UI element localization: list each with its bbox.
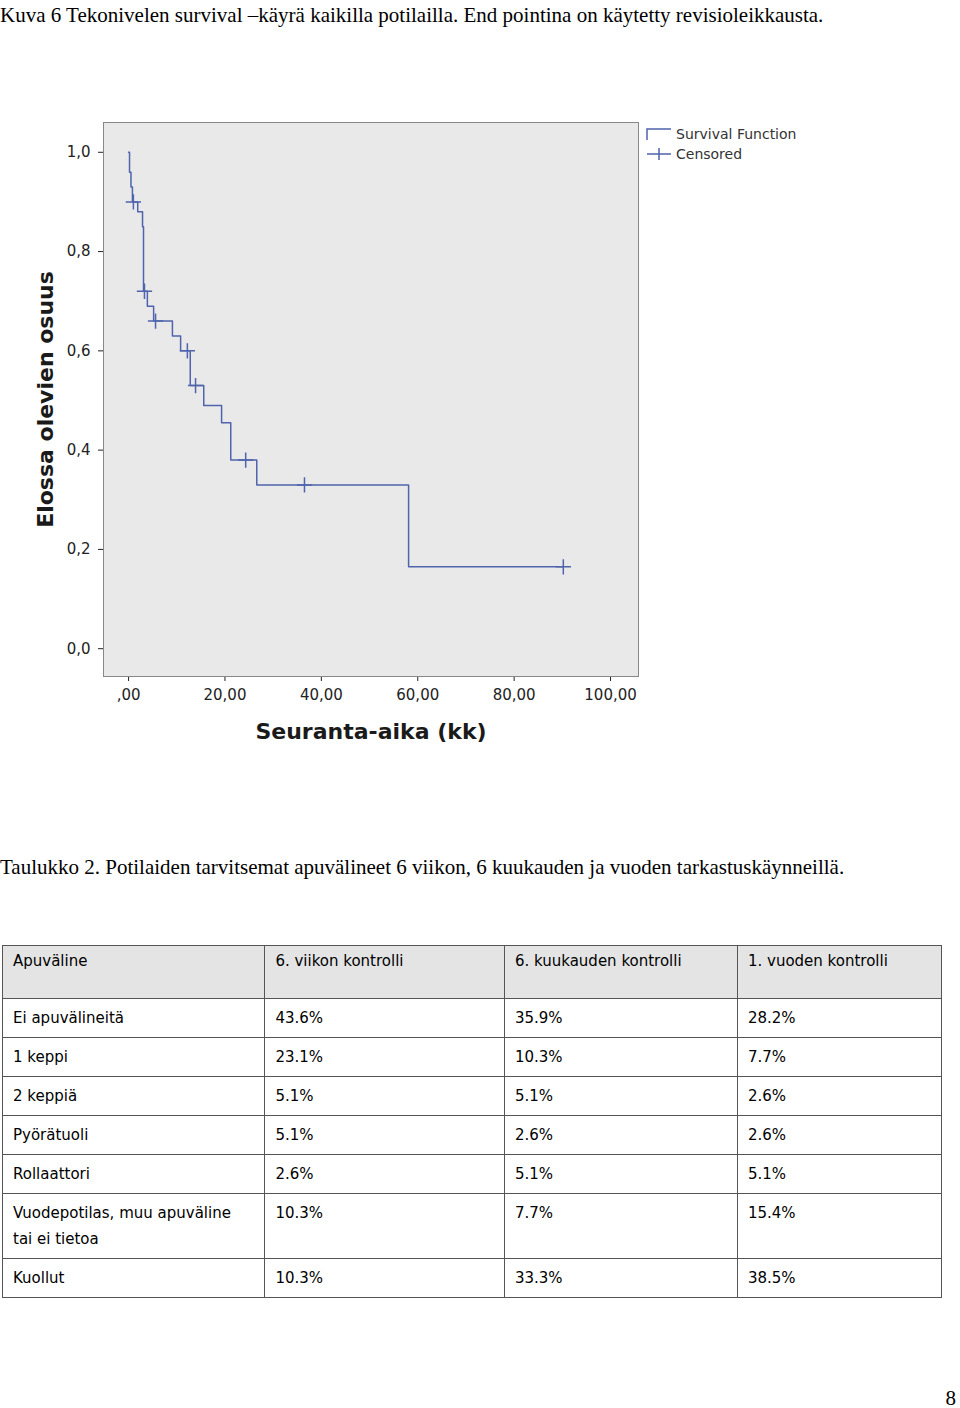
svg-text:0,0: 0,0 <box>67 640 91 658</box>
html-text:5.1%: 5.1% <box>275 1126 314 1144</box>
html-text:15.4%: 15.4% <box>747 1204 796 1222</box>
html-text:6. viikon kontrolli: 6. viikon kontrolli <box>275 952 404 970</box>
html-text:Vuodepotilas, muu apuväline ta: Vuodepotilas, muu apuväline tai ei tieto… <box>13 1204 231 1248</box>
svg-text:,00: ,00 <box>117 686 141 704</box>
html-text:Pyörätuoli: Pyörätuoli <box>13 1126 89 1144</box>
html-text:2 keppiä: 2 keppiä <box>13 1087 78 1105</box>
html-text:Survival Function: Survival Function <box>676 126 797 142</box>
html-text:Apuväline: Apuväline <box>13 952 88 970</box>
html-text:Taulukko 2. Potilaiden tarvits: Taulukko 2. Potilaiden tarvitsemat apuvä… <box>0 855 845 879</box>
html-text:Ei apuvälineitä: Ei apuvälineitä <box>13 1009 124 1027</box>
html-text:10.3%: 10.3% <box>514 1048 563 1066</box>
html-text:28.2%: 28.2% <box>747 1009 796 1027</box>
svg-text:0,6: 0,6 <box>67 342 91 360</box>
svg-text:1,0: 1,0 <box>67 143 91 161</box>
html-text:Censored: Censored <box>676 146 743 162</box>
svg-text:0,2: 0,2 <box>67 540 91 558</box>
html-text:10.3%: 10.3% <box>275 1204 323 1222</box>
html-text:6. kuukauden kontrolli: 6. kuukauden kontrolli <box>514 952 682 970</box>
html-text:35.9%: 35.9% <box>514 1009 563 1027</box>
svg-text:Seuranta-aika (kk): Seuranta-aika (kk) <box>255 719 486 744</box>
svg-text:100,00: 100,00 <box>584 686 637 704</box>
svg-text:Elossa olevien osuus: Elossa olevien osuus <box>33 271 58 528</box>
html-text:Rollaattori: Rollaattori <box>13 1165 90 1183</box>
html-text:38.5%: 38.5% <box>747 1269 796 1287</box>
html-text:1 keppi: 1 keppi <box>13 1048 68 1066</box>
svg-text:0,4: 0,4 <box>67 441 91 459</box>
html-text:Kuva 6 Tekonivelen survival –k: Kuva 6 Tekonivelen survival –käyrä kaiki… <box>0 3 824 27</box>
svg-text:40,00: 40,00 <box>300 686 343 704</box>
svg-text:80,00: 80,00 <box>493 686 536 704</box>
svg-text:0,8: 0,8 <box>67 242 91 260</box>
html-text:5.1%: 5.1% <box>514 1165 553 1183</box>
html-text:5.1%: 5.1% <box>514 1087 553 1105</box>
html-text:2.6%: 2.6% <box>275 1165 314 1183</box>
html-text:43.6%: 43.6% <box>275 1009 323 1027</box>
html-text:2.6%: 2.6% <box>514 1126 553 1144</box>
html-text:23.1%: 23.1% <box>275 1048 323 1066</box>
html-text:2.6%: 2.6% <box>747 1087 786 1105</box>
html-text:7.7%: 7.7% <box>747 1048 786 1066</box>
html-text:Kuollut: Kuollut <box>13 1269 65 1287</box>
html-text:5.1%: 5.1% <box>275 1087 314 1105</box>
html-text:7.7%: 7.7% <box>514 1204 553 1222</box>
html-text:2.6%: 2.6% <box>747 1126 786 1144</box>
html-text:5.1%: 5.1% <box>747 1165 786 1183</box>
svg-text:60,00: 60,00 <box>396 686 439 704</box>
html-text:33.3%: 33.3% <box>514 1269 563 1287</box>
html-text:10.3%: 10.3% <box>275 1269 323 1287</box>
html-text:1. vuoden kontrolli: 1. vuoden kontrolli <box>747 952 888 970</box>
svg-text:20,00: 20,00 <box>203 686 246 704</box>
